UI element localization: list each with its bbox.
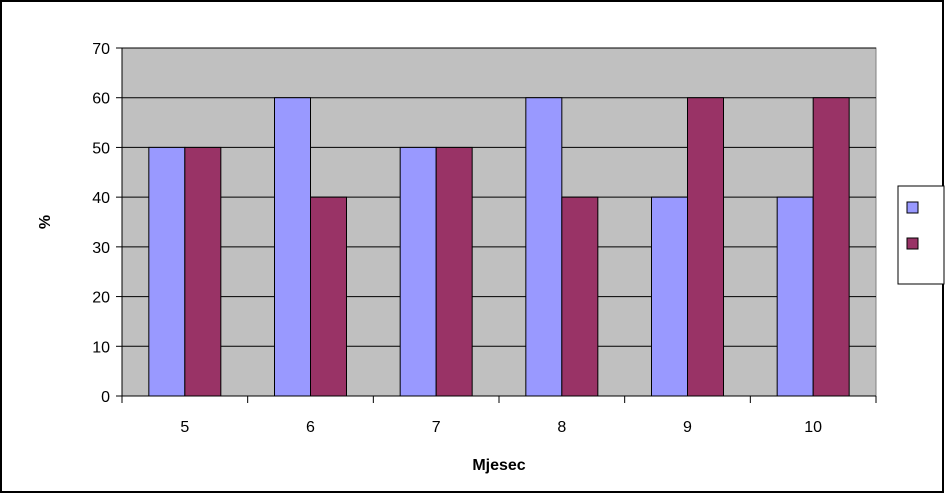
legend-box (897, 185, 945, 285)
legend-swatch-series-2 (906, 237, 919, 250)
bar-series-2 (687, 97, 724, 397)
x-axis-title: Mjesec (472, 457, 525, 474)
x-tick-label: 10 (804, 419, 822, 436)
y-tick-label: 10 (92, 339, 110, 356)
bars (148, 97, 850, 397)
bar-series-1 (525, 97, 563, 397)
y-tick-label: 30 (92, 240, 110, 257)
y-tick-label: 40 (92, 190, 110, 207)
y-tick-label: 0 (101, 389, 110, 406)
x-tick-label: 6 (306, 419, 315, 436)
legend-swatch-series-1 (906, 201, 919, 214)
y-tick-label: 70 (92, 41, 110, 58)
y-tick-label: 20 (92, 290, 110, 307)
x-tick-label: 8 (557, 419, 566, 436)
y-tick-labels: 0 10 20 30 40 50 60 70 (92, 41, 110, 406)
bar-series-1 (776, 196, 814, 397)
x-tick-label: 5 (180, 419, 189, 436)
x-tick-labels: 5 6 7 8 9 10 (180, 419, 822, 436)
legend (897, 185, 945, 285)
x-tick-label: 7 (432, 419, 441, 436)
bar-series-1 (399, 146, 437, 397)
bar-series-2 (561, 196, 599, 397)
y-axis-title: % (37, 215, 54, 229)
bar-series-2 (812, 97, 850, 397)
plot-area (121, 47, 877, 397)
bar-series-2 (435, 146, 473, 397)
x-tick-label: 9 (683, 419, 692, 436)
y-tick-label: 50 (92, 140, 110, 157)
bar-series-1 (651, 196, 688, 397)
gridlines (122, 47, 876, 347)
axes (116, 47, 877, 403)
bar-series-2 (184, 146, 222, 397)
bar-series-2 (310, 196, 347, 397)
bar-series-1 (148, 146, 186, 397)
y-tick-label: 60 (92, 91, 110, 108)
bar-series-1 (274, 97, 311, 397)
